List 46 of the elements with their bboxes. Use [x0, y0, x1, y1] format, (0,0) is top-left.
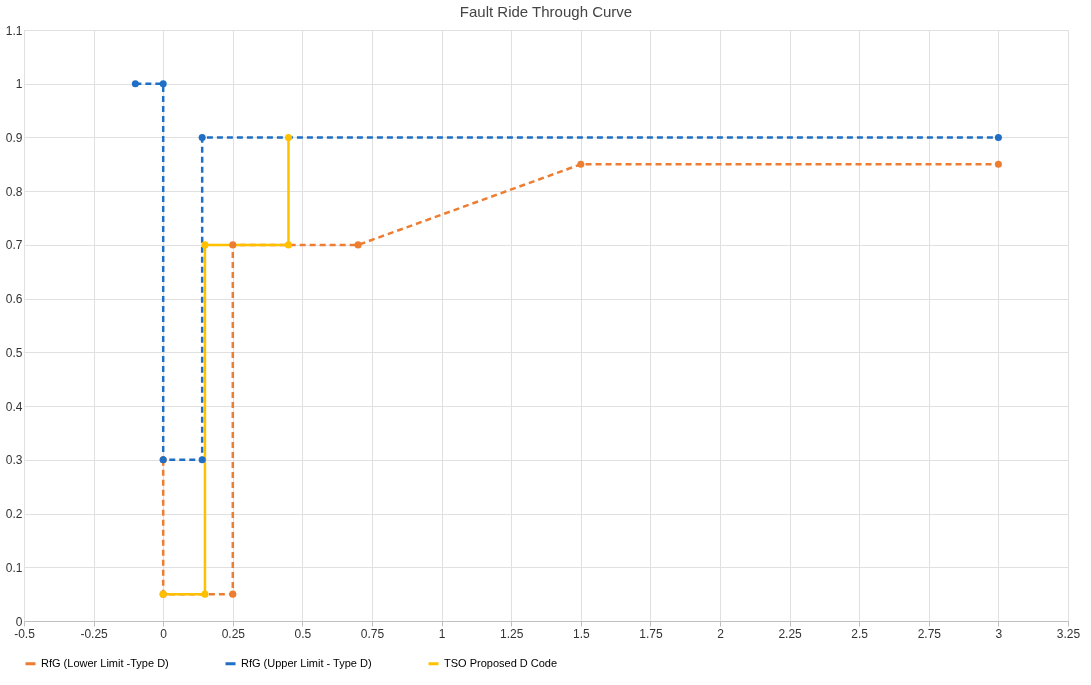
chart-title: Fault Ride Through Curve	[459, 3, 633, 20]
y-tick-label: 0.5	[5, 345, 23, 360]
y-tick-label: 0.9	[5, 130, 23, 145]
y-tick-label: 0.6	[5, 292, 23, 307]
y-tick-label: 1.1	[5, 23, 23, 38]
point	[201, 590, 209, 598]
x-tick-label: -0.5	[14, 626, 36, 641]
x-tick-label: 2.75	[917, 626, 942, 641]
x-tick-label: 2	[717, 626, 725, 641]
x-tick-label: 0.25	[221, 626, 246, 641]
x-tick-label: 0	[160, 626, 168, 641]
x-tick-label: 1.5	[572, 626, 590, 641]
y-tick-label: 0.4	[5, 399, 23, 414]
x-tick-label: -0.25	[80, 626, 109, 641]
point	[229, 590, 237, 598]
x-tick-label: 1.25	[500, 626, 524, 641]
point	[198, 133, 206, 141]
x-tick-label: 3	[995, 626, 1003, 641]
y-tick-label: 0.3	[5, 453, 23, 468]
point	[131, 80, 139, 88]
point	[284, 241, 293, 249]
y-tick-label: 0	[15, 614, 23, 629]
y-tick-label: 0.1	[5, 560, 23, 575]
point	[198, 456, 206, 464]
point	[354, 241, 362, 249]
point	[994, 133, 1002, 141]
x-tick-label: 2.5	[851, 626, 869, 641]
x-tick-label: 3.25	[1056, 626, 1081, 641]
x-tick-label: 0.5	[294, 626, 312, 641]
y-tick-label: 0.7	[5, 238, 23, 253]
x-tick-label: 1	[438, 626, 446, 641]
point	[284, 133, 293, 141]
point	[229, 241, 237, 249]
y-tick-label: 0.8	[5, 184, 23, 199]
point	[577, 160, 585, 168]
y-tick-label: 0.2	[5, 507, 23, 522]
legend-label: TSO Proposed D Code	[444, 656, 558, 669]
y-tick-label: 1	[15, 77, 23, 92]
point	[201, 241, 209, 249]
point	[994, 160, 1002, 168]
x-tick-label: 2.25	[778, 626, 803, 641]
legend-label: RfG (Upper Limit - Type D)	[241, 656, 372, 669]
x-tick-label: 1.75	[639, 626, 663, 641]
x-tick-label: 0.75	[360, 626, 385, 641]
legend-label: RfG (Lower Limit -Type D)	[41, 656, 169, 669]
point	[159, 80, 167, 88]
